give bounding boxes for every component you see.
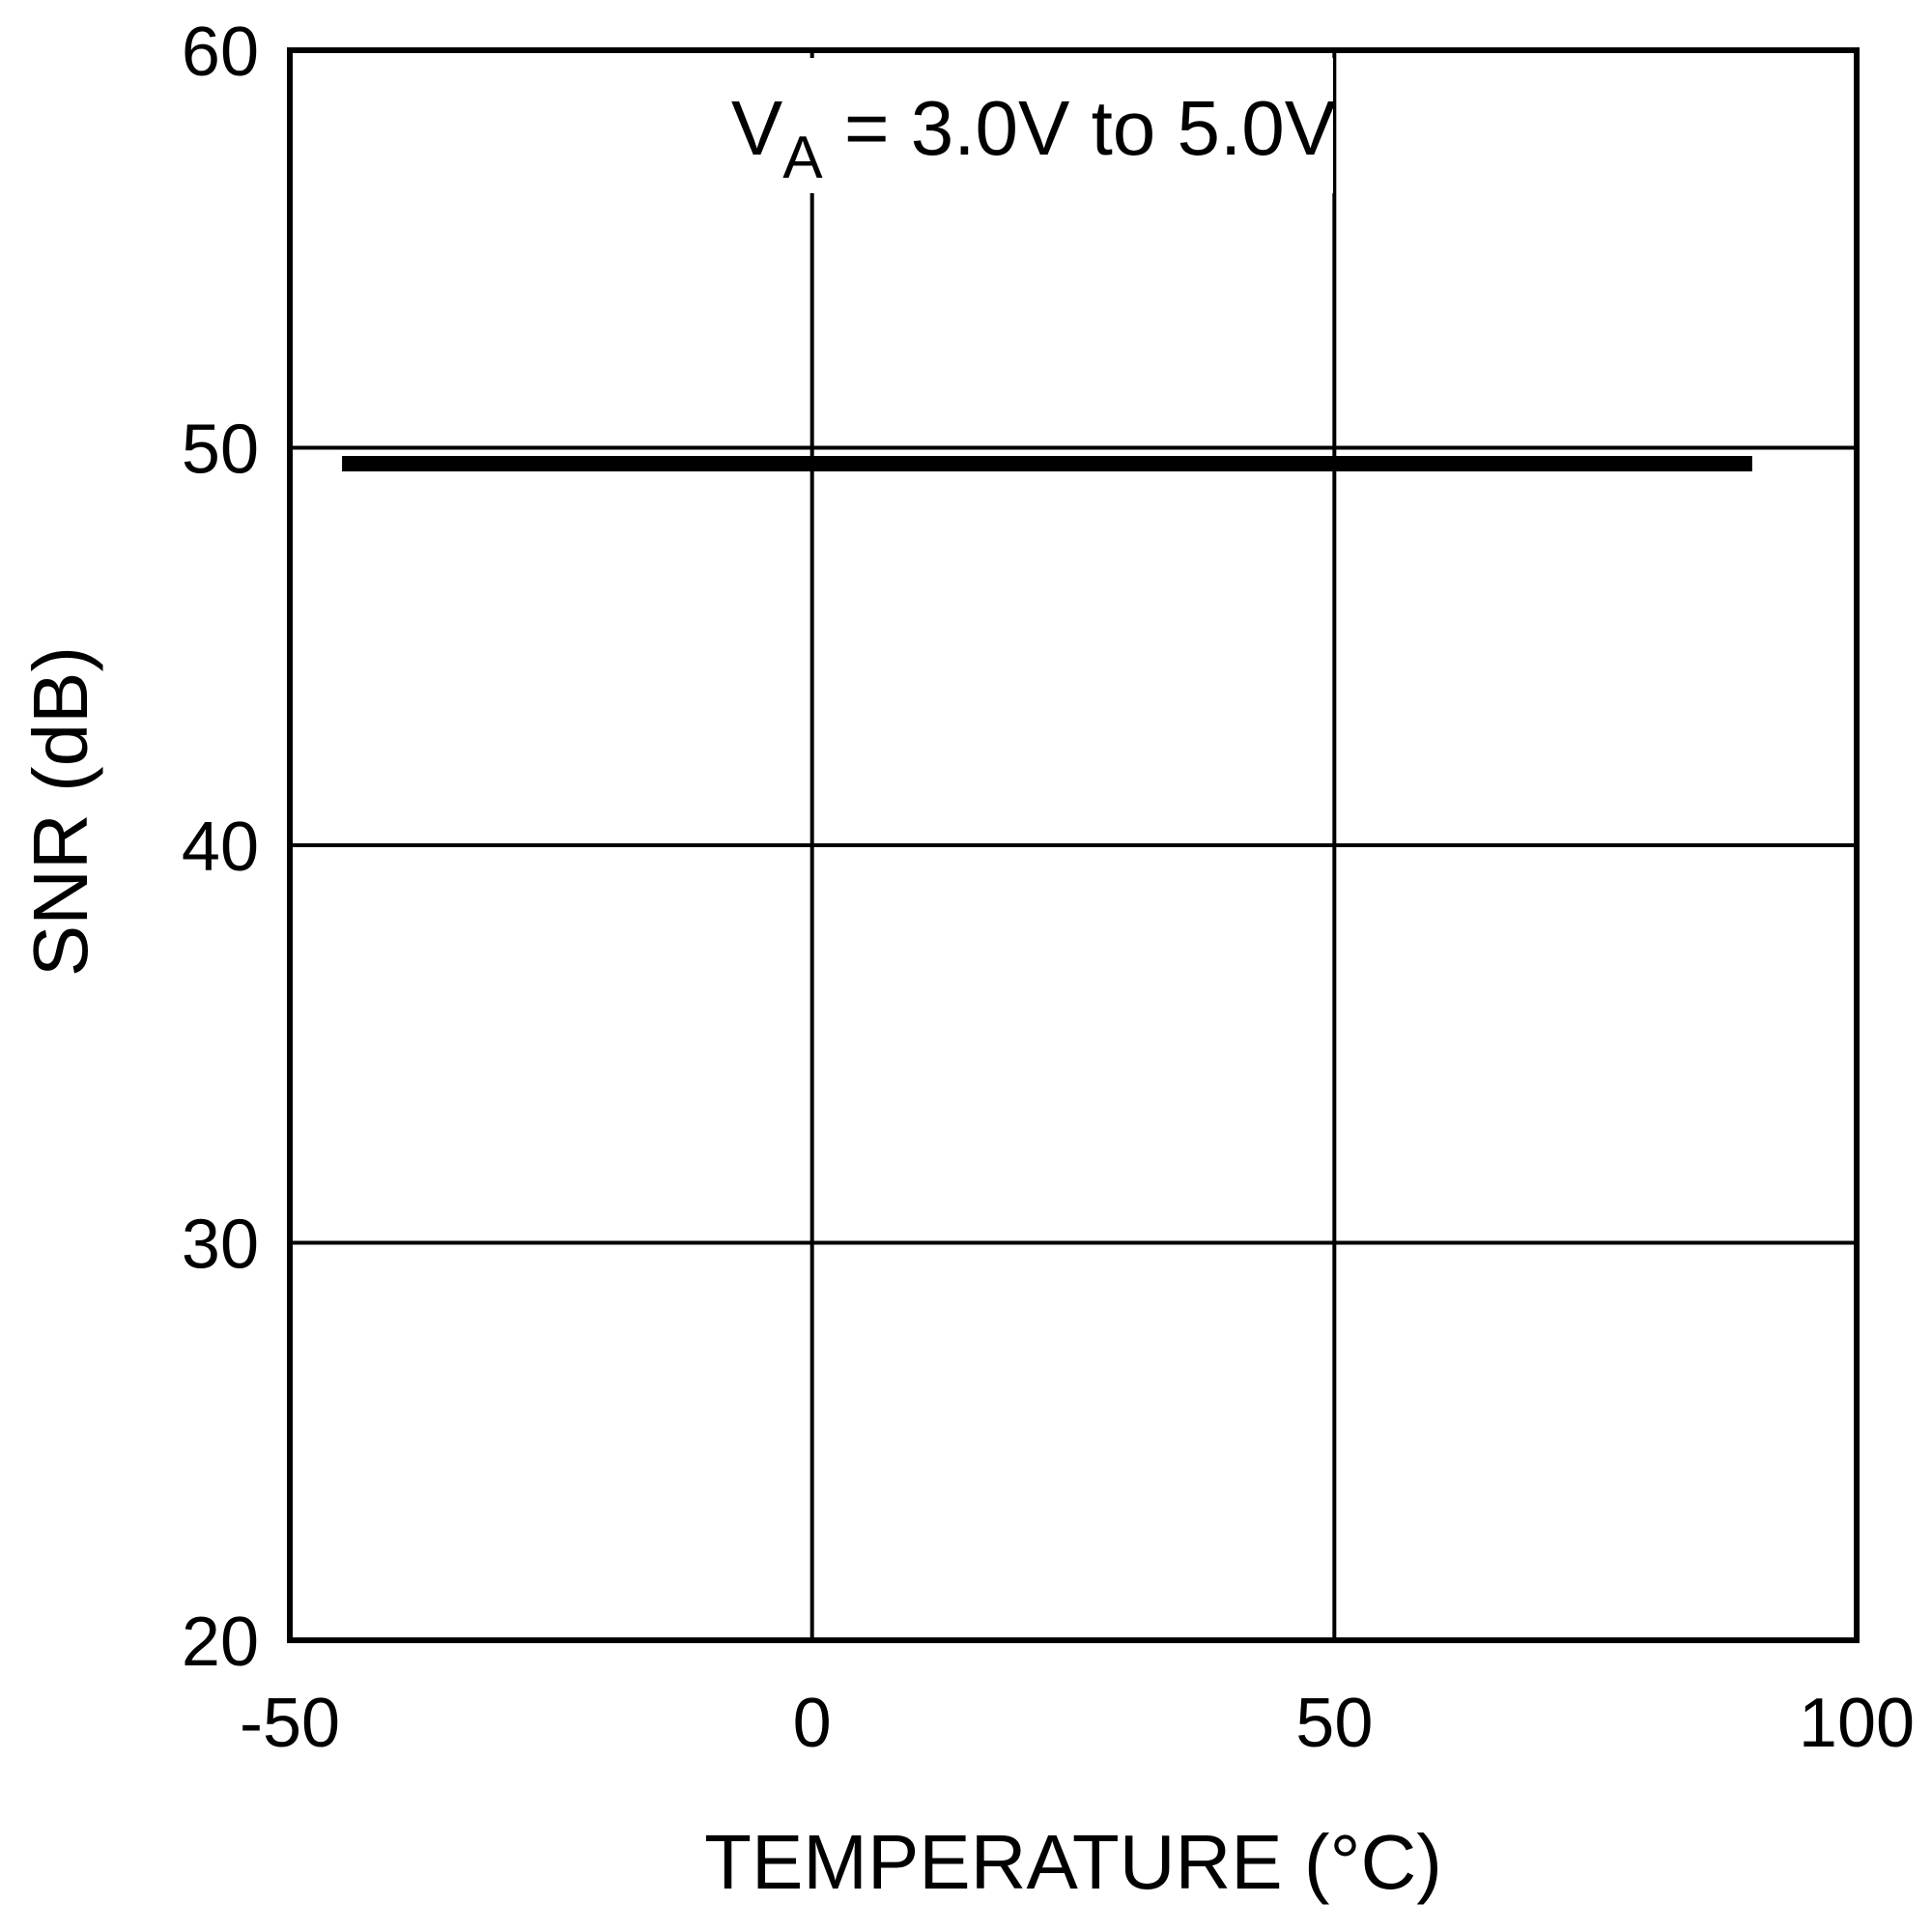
x-tick-label-100: 100 — [1799, 1685, 1915, 1762]
annotation-backdrop — [734, 58, 1333, 193]
grid-lines — [290, 50, 1857, 1640]
annotation-text: VA = 3.0V to 5.0V — [731, 85, 1337, 191]
x-tick-label-0: 0 — [793, 1685, 832, 1762]
plot-frame — [287, 47, 1860, 1643]
x-tick-labels: -50 0 50 100 — [240, 1685, 1915, 1762]
annotation-subscript: A — [782, 125, 823, 191]
annotation-main: V — [731, 85, 783, 171]
x-axis-label: TEMPERATURE (°C) — [704, 1819, 1442, 1905]
annotation-rest: = 3.0V to 5.0V — [823, 85, 1337, 171]
y-tick-label-30: 30 — [182, 1207, 259, 1284]
y-tick-labels: 20 30 40 50 60 — [182, 14, 259, 1681]
y-tick-label-60: 60 — [182, 14, 259, 91]
x-tick-label-50: 50 — [1295, 1685, 1373, 1762]
y-tick-label-40: 40 — [182, 809, 259, 886]
x-tick-label--50: -50 — [240, 1685, 340, 1762]
y-tick-label-20: 20 — [182, 1604, 259, 1681]
y-axis-label: SNR (dB) — [17, 646, 103, 977]
y-tick-label-50: 50 — [182, 412, 259, 489]
